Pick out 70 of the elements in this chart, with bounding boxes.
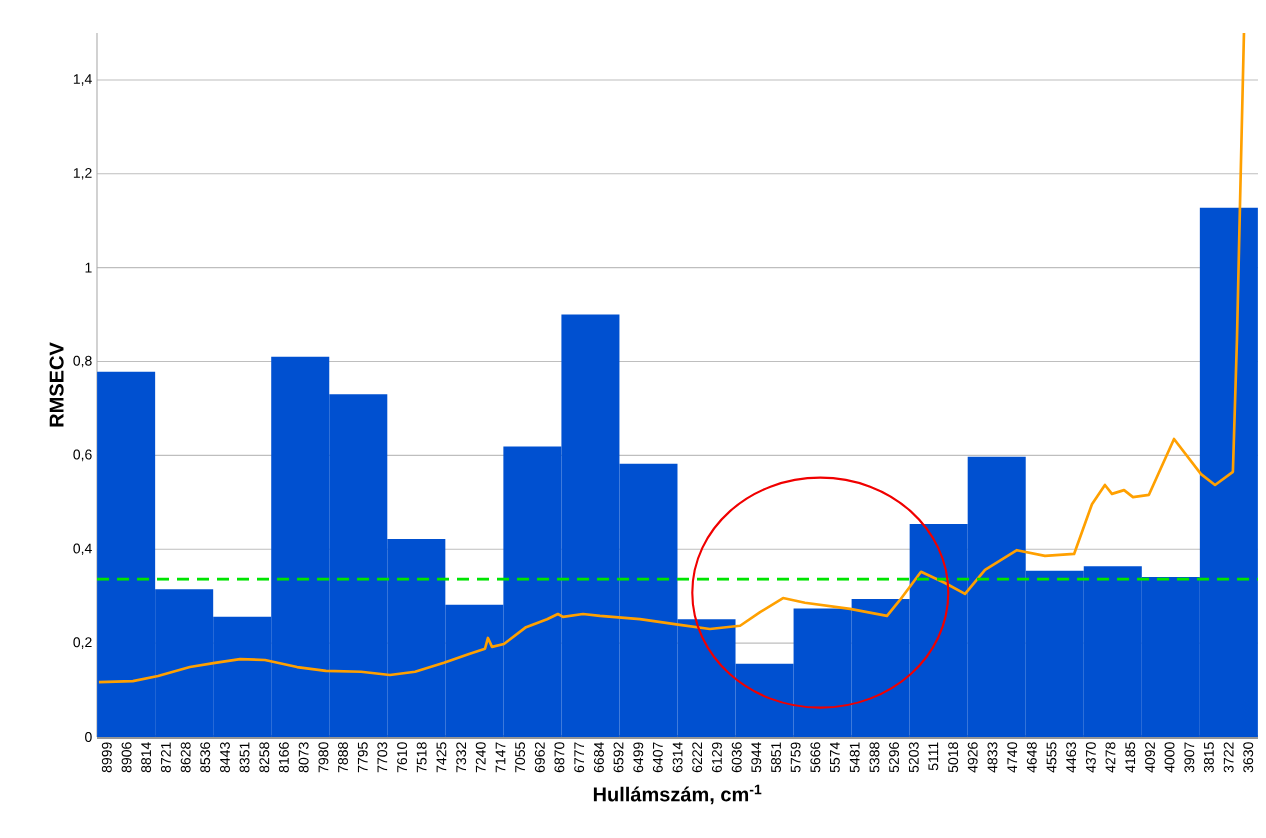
x-tick-label: 4463	[1066, 742, 1077, 773]
x-tick-label: 5018	[948, 742, 959, 773]
x-tick-label: 4555	[1046, 742, 1057, 773]
x-axis-title: Hullámszám, cm$^{-1}$	[593, 784, 762, 805]
x-tick-label: 7332	[456, 742, 467, 773]
x-tick-label: 7518	[416, 742, 427, 773]
x-tick-label: 8721	[160, 742, 171, 773]
x-tick-label: 7425	[436, 742, 447, 773]
x-tick-label: 5203	[908, 742, 919, 773]
x-tick-label: 6592	[613, 742, 624, 773]
x-tick-label: 5851	[771, 742, 781, 773]
y-axis-title: RMSECV	[49, 342, 64, 427]
x-tick-label: 4185	[1125, 742, 1136, 773]
x-tick-label: 3722	[1223, 742, 1234, 773]
x-tick-label: 5944	[751, 742, 762, 773]
x-tick-label: 6222	[692, 742, 703, 773]
x-tick-label: 7610	[397, 742, 408, 773]
x-tick-label: 7147	[495, 742, 506, 773]
x-tick-label: 7980	[318, 742, 329, 773]
x-tick-label: 7703	[377, 742, 388, 773]
x-tick-label: 4926	[967, 742, 978, 773]
x-tick-label: 7240	[475, 742, 486, 773]
y-tick-label: 1	[85, 262, 92, 273]
x-tick-label: 6962	[534, 742, 545, 773]
x-tick-label: 7888	[338, 742, 348, 773]
x-tick-label: 7795	[357, 742, 368, 773]
x-tick-label: 5759	[790, 742, 801, 773]
y-tick-label: 0,4	[73, 543, 92, 556]
x-tick-label: 6314	[672, 742, 683, 773]
x-tick-label: 8814	[141, 742, 152, 773]
x-tick-label: 6129	[711, 742, 722, 773]
x-tick-label: 4648	[1026, 742, 1037, 773]
x-tick-label: 8906	[121, 742, 132, 773]
x-tick-label: 6870	[554, 742, 565, 773]
x-tick-label: 8536	[200, 742, 211, 773]
x-tick-label: 4370	[1085, 742, 1096, 773]
x-tick-label: 6036	[731, 742, 742, 773]
x-tick-label: 5481	[849, 742, 860, 773]
x-tick-label: 6777	[574, 742, 585, 773]
y-tick-label: 0	[85, 732, 92, 742]
x-tick-label: 6684	[593, 742, 604, 773]
x-tick-label: 4740	[1007, 742, 1018, 773]
x-tick-label: 5574	[830, 742, 840, 773]
x-tick-label: 7055	[515, 742, 526, 773]
x-tick-label: 8628	[180, 742, 191, 773]
x-tick-label: 3630	[1243, 742, 1254, 773]
y-tick-label: 0,2	[73, 637, 92, 649]
x-tick-label: 4092	[1145, 742, 1155, 773]
y-tick-label: 0,6	[73, 449, 92, 462]
y-tick-label: 0,8	[73, 355, 92, 368]
x-tick-label: 6407	[652, 742, 663, 773]
x-tick-label: 5111	[928, 742, 939, 771]
x-tick-label: 3815	[1203, 742, 1214, 773]
x-tick-label: 8258	[259, 742, 270, 773]
line-series	[97, 32, 1246, 684]
x-tick-label: 8351	[239, 742, 250, 773]
x-tick-label: 6499	[633, 742, 644, 773]
x-tick-label: 8443	[220, 742, 230, 773]
x-tick-label: 3907	[1184, 742, 1195, 773]
x-tick-label: 4000	[1164, 742, 1175, 773]
x-tick-label: 5388	[869, 742, 880, 773]
x-tick-label: 4833	[987, 742, 998, 773]
x-tick-label: 8166	[278, 742, 289, 773]
x-tick-label: 4278	[1105, 742, 1116, 773]
y-tick-label: 1,2	[73, 168, 92, 180]
y-tick-label: 1,4	[73, 74, 92, 86]
x-tick-label: 8999	[101, 742, 112, 773]
x-tick-label: 5296	[889, 742, 899, 773]
x-tick-label: 8073	[298, 742, 309, 773]
x-tick-label: 5666	[810, 742, 821, 773]
